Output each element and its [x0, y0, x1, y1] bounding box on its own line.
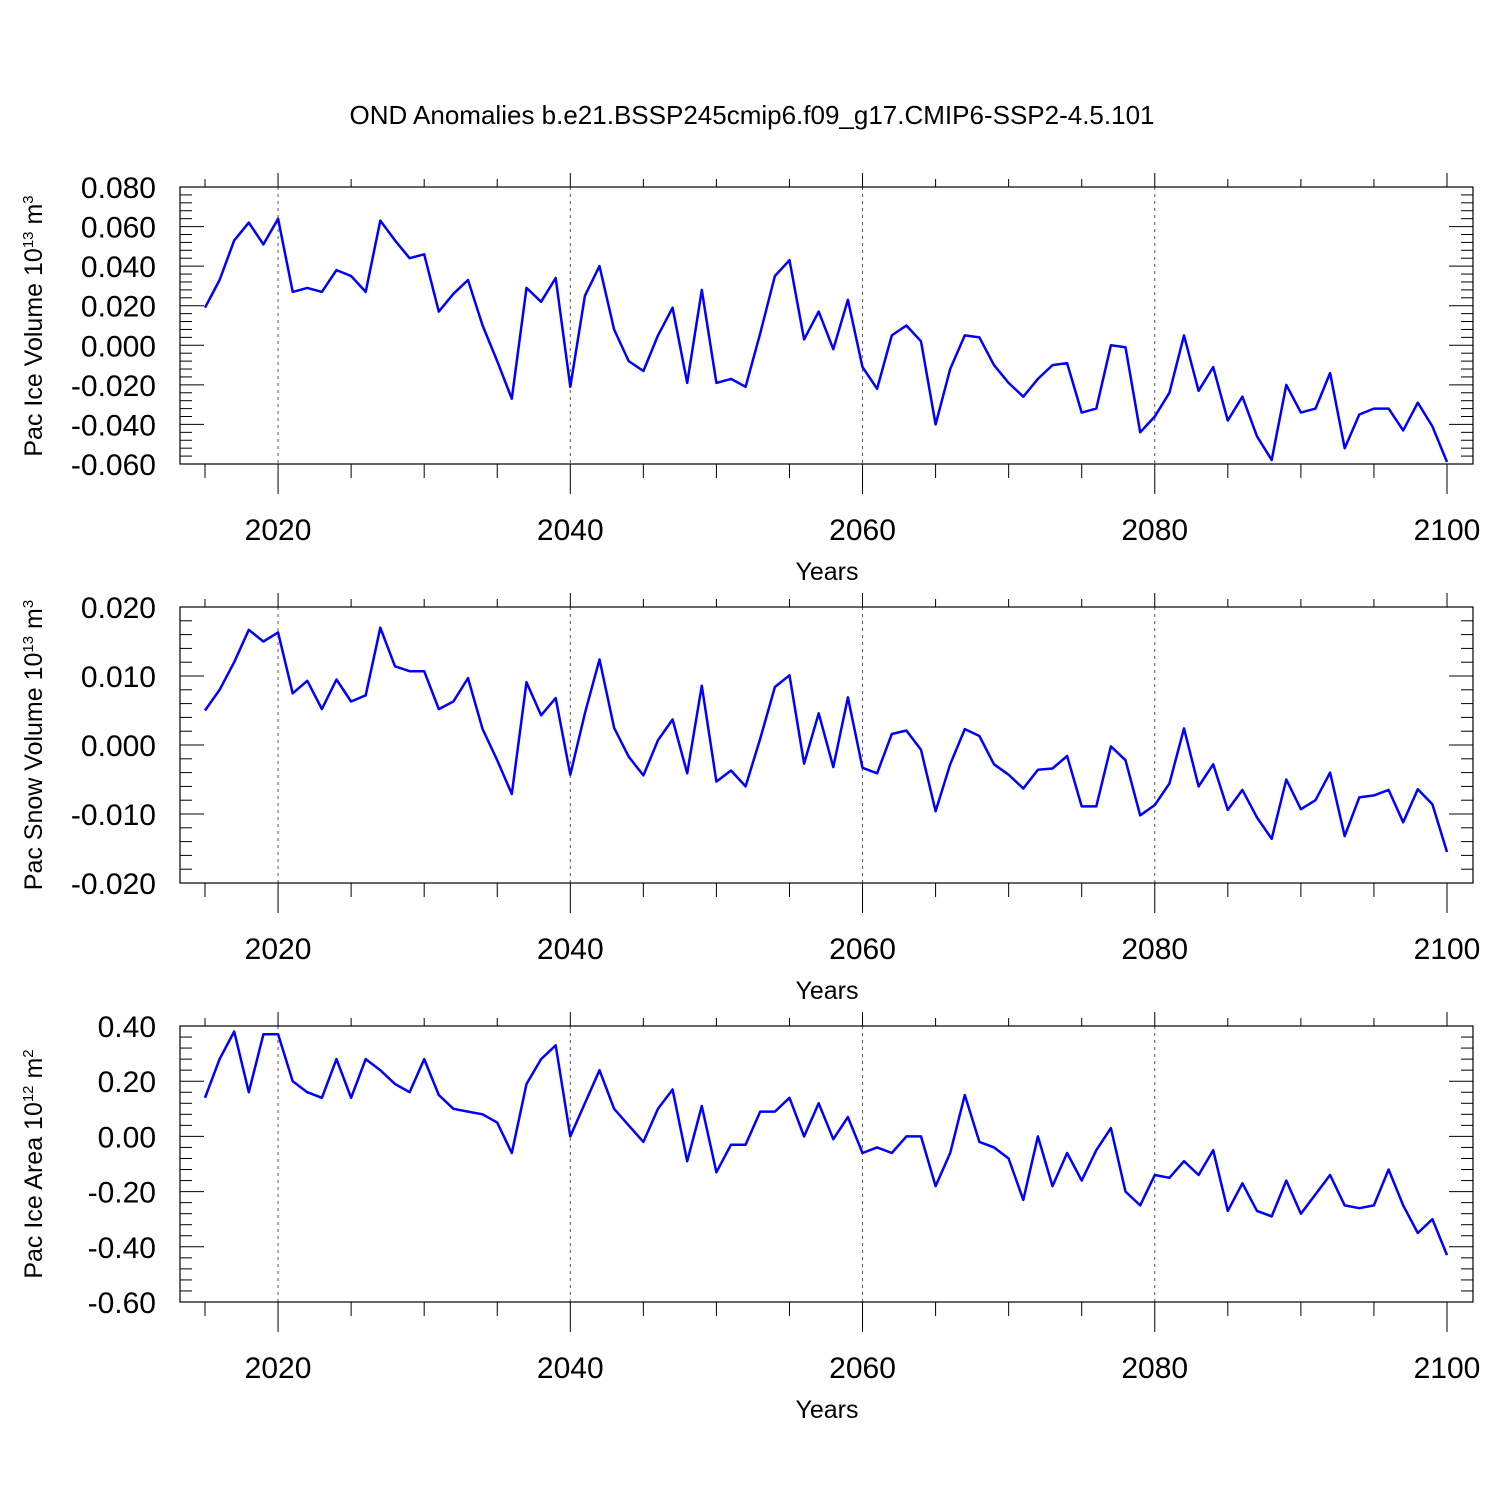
x-tick-label: 2080	[1121, 514, 1188, 547]
panel-3: -0.60 -0.40 -0.20 0.00 0.20 0.40 2020 2040 2060 2…	[20, 1011, 1480, 1424]
series-line	[203, 626, 1449, 853]
y-tick-label: -0.020	[71, 370, 156, 403]
x-axis-label: Years	[795, 1396, 858, 1424]
y-tick-label: -0.60	[88, 1287, 156, 1320]
y-tick-label: 0.000	[81, 330, 156, 363]
y-tick-label: 0.40	[98, 1011, 156, 1044]
x-tick-label: 2100	[1414, 1352, 1481, 1385]
y-tick-label: -0.020	[71, 868, 156, 901]
x-tick-label: 2020	[245, 514, 312, 547]
y-tick-label: -0.040	[71, 409, 156, 442]
x-tick-label: 2020	[245, 933, 312, 966]
y-tick-label: -0.40	[88, 1232, 156, 1265]
y-tick-label: 0.000	[81, 730, 156, 763]
x-tick-label: 2060	[829, 514, 896, 547]
x-tick-label: 2060	[829, 933, 896, 966]
panels: -0.060 -0.040 -0.020 0.000 0.020 0.040 0.060 0.…	[20, 172, 1480, 1424]
y-tick-label: 0.020	[81, 291, 156, 324]
x-tick-label: 2020	[245, 1352, 312, 1385]
y-tick-label: 0.060	[81, 212, 156, 245]
plot-frame	[179, 186, 1474, 465]
plot-frame	[179, 1025, 1474, 1303]
x-tick-label: 2060	[829, 1352, 896, 1385]
x-tick-label: 2040	[537, 1352, 604, 1385]
y-axis-label: Pac Ice Volume 1013 m3	[20, 195, 48, 456]
y-tick-label: 0.010	[81, 661, 156, 694]
y-tick-label: 0.00	[98, 1121, 156, 1154]
x-tick-label: 2100	[1414, 933, 1481, 966]
x-tick-label: 2040	[537, 514, 604, 547]
chart-title: OND Anomalies b.e21.BSSP245cmip6.f09_g17…	[349, 100, 1154, 130]
y-tick-label: 0.020	[81, 592, 156, 625]
x-tick-label: 2100	[1414, 514, 1481, 547]
y-tick-label: -0.060	[71, 449, 156, 482]
x-axis-label: Years	[795, 977, 858, 1005]
x-tick-label: 2080	[1121, 933, 1188, 966]
y-tick-label: -0.20	[88, 1177, 156, 1210]
y-tick-label: 0.20	[98, 1066, 156, 1099]
panel-2: -0.020 -0.010 0.000 0.010 0.020 2020 2040 2060 2…	[20, 592, 1480, 1005]
x-axis-label: Years	[795, 558, 858, 586]
y-tick-label: 0.040	[81, 251, 156, 284]
series-line	[203, 1030, 1449, 1256]
y-axis-label: Pac Snow Volume 1013 m3	[20, 600, 48, 890]
x-tick-label: 2080	[1121, 1352, 1188, 1385]
series-line	[203, 217, 1449, 463]
y-tick-label: -0.010	[71, 799, 156, 832]
y-axis-label: Pac Ice Area 1012 m2	[20, 1049, 48, 1278]
x-tick-label: 2040	[537, 933, 604, 966]
y-tick-label: 0.080	[81, 172, 156, 205]
panel-1: -0.060 -0.040 -0.020 0.000 0.020 0.040 0.060 0.…	[20, 172, 1480, 586]
